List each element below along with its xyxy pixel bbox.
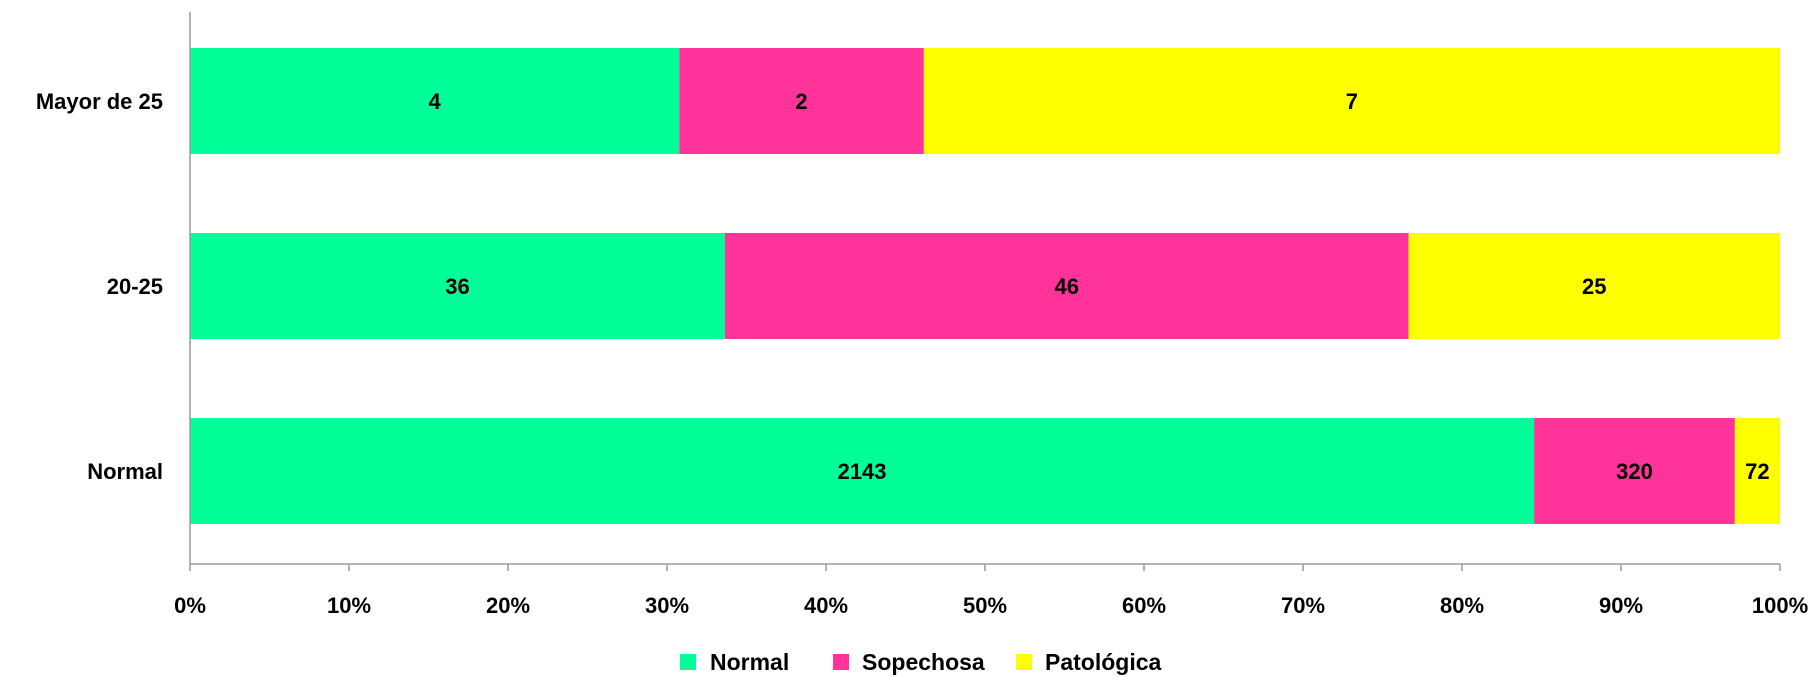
bar-20-25-sopechosa	[724, 233, 1409, 339]
data-label-20-25-sopechosa: 46	[1054, 274, 1078, 299]
x-tick-label: 50%	[963, 593, 1007, 618]
category-label-20-25: 20-25	[107, 274, 163, 299]
x-tick-labels: 0% 10% 20% 30% 40% 50% 60% 70% 80% 90% 100%	[174, 564, 1808, 618]
data-label-20-25-normal: 36	[445, 274, 469, 299]
data-label-mayor-de-25-patologica: 7	[1346, 89, 1358, 114]
legend-label-patologica: Patológica	[1045, 649, 1162, 675]
data-label-normal-sopechosa: 320	[1616, 459, 1653, 484]
x-tick-label: 20%	[486, 593, 530, 618]
x-tick-label: 60%	[1122, 593, 1166, 618]
x-tick-label: 70%	[1281, 593, 1325, 618]
data-label-20-25-patologica: 25	[1582, 274, 1606, 299]
legend-label-normal: Normal	[710, 649, 789, 675]
legend-swatch-sopechosa	[833, 654, 849, 670]
bar-20-25-patologica	[1408, 233, 1780, 339]
legend-swatch-patologica	[1016, 654, 1032, 670]
x-tick-label: 80%	[1440, 593, 1484, 618]
x-tick-label: 10%	[327, 593, 371, 618]
legend: Normal Sopechosa Patológica	[680, 649, 1162, 675]
category-label-normal: Normal	[87, 459, 163, 484]
bar-normal-normal	[190, 418, 1535, 524]
bar-20-25-normal	[190, 233, 725, 339]
category-label-mayor-de-25: Mayor de 25	[36, 89, 163, 114]
bars-layer: 4 2 7 36 46 25 2143 320 72	[190, 48, 1780, 524]
bar-mayor-de-25-sopechosa	[679, 48, 924, 154]
x-tick-label: 0%	[174, 593, 206, 618]
data-label-mayor-de-25-normal: 4	[428, 89, 441, 114]
x-tick-label: 30%	[645, 593, 689, 618]
bar-normal-patologica	[1734, 418, 1780, 524]
data-label-normal-patologica: 72	[1745, 459, 1769, 484]
x-tick-label: 40%	[804, 593, 848, 618]
x-tick-label: 100%	[1752, 593, 1808, 618]
legend-label-sopechosa: Sopechosa	[862, 649, 985, 675]
legend-swatch-normal	[680, 654, 696, 670]
data-label-normal-normal: 2143	[838, 459, 887, 484]
category-labels: Mayor de 25 20-25 Normal	[36, 89, 163, 484]
x-tick-label: 90%	[1599, 593, 1643, 618]
bar-mayor-de-25-normal	[190, 48, 680, 154]
data-label-mayor-de-25-sopechosa: 2	[795, 89, 807, 114]
bar-normal-sopechosa	[1534, 418, 1735, 524]
bar-mayor-de-25-patologica	[923, 48, 1780, 154]
